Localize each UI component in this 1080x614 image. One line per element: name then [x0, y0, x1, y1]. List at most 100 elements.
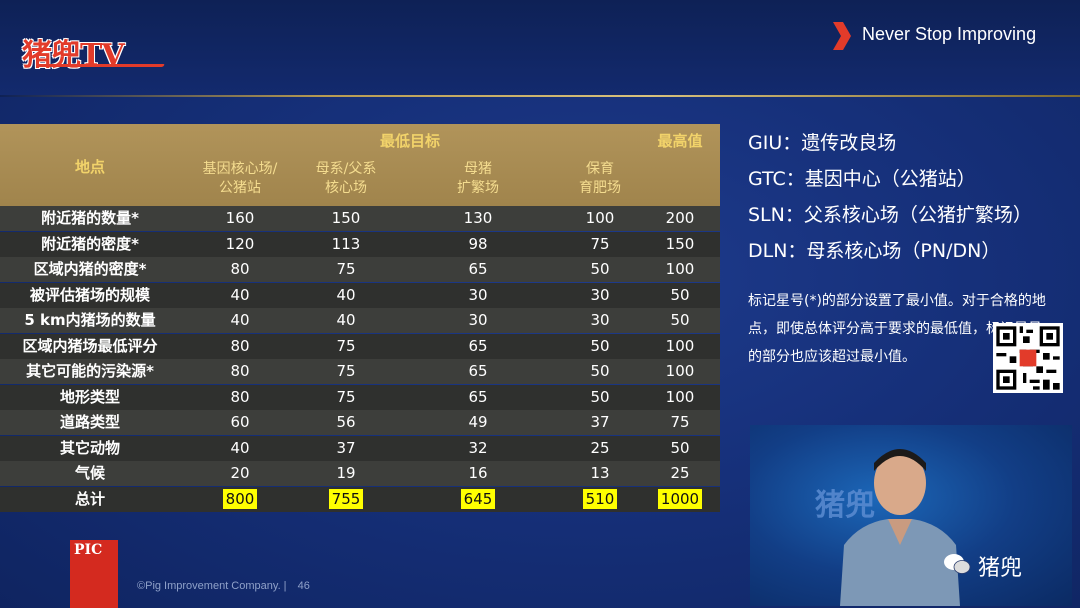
- col-header-giu: 基因核心场/ 公猪站: [190, 160, 290, 198]
- row-value: 50: [670, 311, 690, 329]
- pic-logo-text: PIC: [74, 542, 103, 558]
- row-value: 19: [336, 464, 356, 482]
- col-header-sln-dln: 母系/父系 核心场: [296, 160, 396, 198]
- row-value: 800: [200, 487, 280, 512]
- row-value: 80: [230, 362, 250, 380]
- row-value: 150: [331, 209, 361, 227]
- row-value: 40: [230, 311, 250, 329]
- col-header-line: 育肥场: [579, 180, 621, 196]
- chevron-icon: [833, 22, 851, 50]
- row-value: 32: [468, 438, 488, 457]
- table-header: [0, 124, 720, 206]
- row-value: 56: [336, 413, 356, 431]
- row-value: 37: [590, 413, 610, 431]
- site-score-table: 地点 最低目标 最高值 基因核心场/ 公猪站 母系/父系 核心场 母猪 扩繁场 …: [0, 124, 720, 512]
- row-label: 其它动物: [59, 438, 120, 457]
- col-header-line: 扩繁场: [457, 180, 499, 196]
- row-value: 30: [468, 311, 488, 329]
- col-header-nursery-finisher: 保育 育肥场: [550, 160, 650, 198]
- row-value: 510: [560, 487, 640, 512]
- row-value: 120: [225, 234, 255, 253]
- row-value: 75: [336, 260, 356, 278]
- row-value: 50: [590, 260, 610, 278]
- row-value: 80: [230, 336, 250, 355]
- legend-giu: GIU：遗传改良场: [748, 132, 897, 154]
- row-value: 50: [590, 336, 610, 355]
- row-value: 65: [468, 336, 488, 355]
- row-label: 道路类型: [59, 413, 120, 431]
- row-value: 160: [225, 209, 255, 227]
- row-value: 40: [336, 311, 356, 329]
- row-value: 100: [665, 387, 695, 406]
- row-value: 60: [230, 413, 250, 431]
- col-header-line: 核心场: [325, 180, 367, 196]
- row-value: 75: [670, 413, 690, 431]
- row-value: 75: [336, 336, 356, 355]
- row-value: 80: [230, 260, 250, 278]
- table-row: 其它可能的污染源* 80 75 65 50 100: [0, 359, 720, 384]
- header-divider: [0, 95, 1080, 97]
- row-value: 30: [468, 285, 488, 304]
- row-value: 200: [665, 209, 695, 227]
- row-label: 被评估猪场的规模: [29, 285, 150, 304]
- header-band: [0, 0, 1080, 96]
- col-header-line: 基因核心场/: [202, 161, 278, 177]
- row-value: 65: [468, 260, 488, 278]
- row-value: 49: [468, 413, 488, 431]
- watermark-text: 猪兜: [978, 556, 1023, 581]
- footer-text: ©Pig Improvement Company. | 46: [137, 580, 310, 592]
- row-value: 80: [230, 387, 250, 406]
- total-value-highlight: 1000: [657, 488, 703, 509]
- row-label: 附近猪的数量*: [41, 209, 139, 227]
- row-value: 100: [585, 209, 615, 227]
- row-value: 755: [306, 487, 386, 512]
- row-label: 区域内猪的密度*: [33, 260, 147, 278]
- row-value: 75: [590, 234, 610, 253]
- table-row: 区域内猪的密度* 80 75 65 50 100: [0, 257, 720, 282]
- qr-code-icon[interactable]: [993, 323, 1063, 393]
- row-value: 130: [463, 209, 493, 227]
- row-label: 附近猪的密度*: [41, 234, 139, 253]
- row-value: 75: [336, 362, 356, 380]
- max-value-header: 最高值: [657, 132, 703, 150]
- table-row: 地形类型 80 75 65 50 100: [0, 384, 720, 410]
- presenter-figure: [840, 449, 960, 606]
- row-value: 150: [665, 234, 695, 253]
- wechat-icon: [944, 554, 971, 574]
- table-row: 附近猪的数量* 160 150 130 100 200: [0, 206, 720, 231]
- row-label: 总计: [74, 489, 105, 508]
- row-label: 地形类型: [59, 387, 120, 406]
- row-value: 645: [438, 487, 518, 512]
- tagline: Never Stop Improving: [862, 24, 1037, 44]
- row-value: 100: [665, 260, 695, 278]
- table-row: 气候 20 19 16 13 25: [0, 461, 720, 486]
- legend-dln: DLN：母系核心场（PN/DN）: [748, 240, 1001, 262]
- legend-gtc: GTC：基因中心（公猪站）: [748, 168, 976, 190]
- location-header: 地点: [74, 158, 105, 176]
- row-value: 98: [468, 234, 488, 253]
- table-row: 道路类型 60 56 49 37 75: [0, 410, 720, 435]
- row-value: 25: [590, 438, 610, 457]
- row-value: 113: [331, 234, 361, 253]
- row-value: 37: [336, 438, 356, 457]
- row-value: 13: [590, 464, 610, 482]
- table-row: 附近猪的密度* 120 113 98 75 150: [0, 231, 720, 257]
- row-value: 50: [670, 285, 690, 304]
- row-value: 20: [230, 464, 250, 482]
- legend-sln: SLN：父系核心场（公猪扩繁场）: [748, 204, 1032, 226]
- row-value: 16: [468, 464, 488, 482]
- col-header-line: 公猪站: [219, 180, 261, 196]
- total-value-highlight: 755: [328, 488, 364, 509]
- total-row: 总计 800 755 645 510 1000: [0, 486, 720, 512]
- total-value-highlight: 510: [582, 488, 618, 509]
- row-value: 40: [230, 438, 250, 457]
- pic-logo: PIC: [70, 540, 118, 608]
- row-value: 65: [468, 362, 488, 380]
- total-value-highlight: 645: [460, 488, 496, 509]
- presenter-video[interactable]: 猪兜: [750, 425, 1072, 606]
- col-header-line: 母猪: [464, 161, 492, 177]
- col-header-line: 母系/父系: [315, 161, 377, 177]
- video-background-text: 猪兜: [815, 488, 875, 523]
- row-value: 40: [230, 285, 250, 304]
- row-value: 75: [336, 387, 356, 406]
